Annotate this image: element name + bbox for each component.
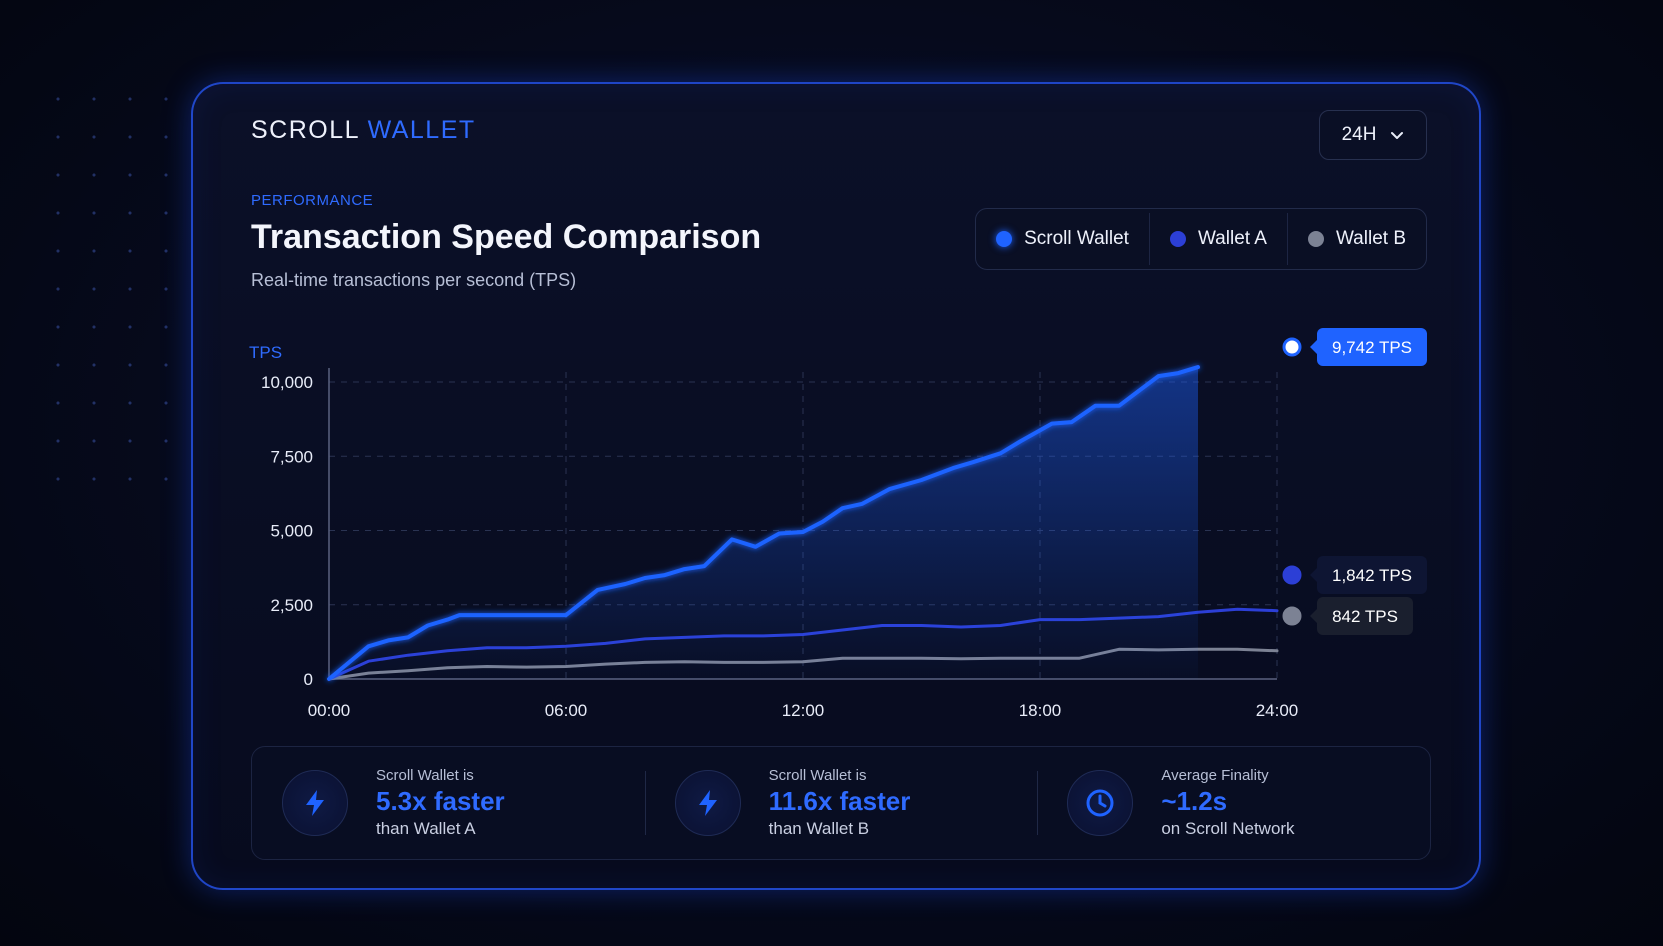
chevron-down-icon <box>1391 132 1404 139</box>
brand-logo: SCROLL WALLET <box>251 116 476 145</box>
value-badge-pointer <box>1310 340 1317 354</box>
stat-value: 5.3x faster <box>376 786 505 816</box>
clock-icon <box>1067 770 1134 836</box>
x-tick-label: 06:00 <box>545 701 588 720</box>
brand-accent: WALLET <box>367 116 476 144</box>
stat-average-finality: Average Finality ~1.2s on Scroll Network <box>1037 747 1430 859</box>
end-point-wallet-b <box>1282 606 1302 626</box>
series-line-scroll-wallet <box>327 365 1200 681</box>
legend-label: Wallet B <box>1335 228 1406 249</box>
decorative-dot-grid <box>40 80 180 500</box>
legend-item-wallet-b[interactable]: Wallet B <box>1288 213 1426 265</box>
stat-vs-wallet-b: Scroll Wallet is 11.6x faster than Walle… <box>644 747 1038 859</box>
x-tick-label: 00:00 <box>308 701 351 720</box>
legend-label: Wallet A <box>1197 228 1267 249</box>
chart-legend: Scroll Wallet Wallet A Wallet B <box>975 208 1427 270</box>
stat-vs-wallet-a: Scroll Wallet is 5.3x faster than Wallet… <box>252 747 645 859</box>
y-tick-label: 7,500 <box>270 447 313 466</box>
time-range-dropdown[interactable]: 24H <box>1319 110 1427 160</box>
value-badge-label-wallet-a: 1,842 TPS <box>1332 566 1412 585</box>
value-badge-wallet-a <box>1317 556 1427 594</box>
legend-dot-wallet-b <box>1307 231 1324 247</box>
lightning-icon <box>674 770 741 836</box>
performance-card: SCROLL WALLET 24H PERFORMANCE Transactio… <box>191 82 1481 890</box>
lightning-icon <box>282 770 348 836</box>
legend-item-wallet-a[interactable]: Wallet A <box>1150 213 1288 265</box>
value-badge-pointer <box>1310 609 1317 623</box>
x-tick-label: 18:00 <box>1019 701 1062 720</box>
end-point-wallet-a <box>1282 565 1302 585</box>
y-tick-label: 2,500 <box>270 596 313 615</box>
page-subtitle: Real-time transactions per second (TPS) <box>251 270 577 290</box>
legend-item-scroll-wallet[interactable]: Scroll Wallet <box>976 213 1150 265</box>
value-badge-scroll-wallet <box>1317 328 1427 366</box>
stat-label: Scroll Wallet is <box>376 767 474 784</box>
y-tick-label: 10,000 <box>261 373 313 392</box>
stat-label: Scroll Wallet is <box>768 767 867 784</box>
value-badge-wallet-b <box>1317 597 1413 635</box>
stat-sub: on Scroll Network <box>1161 819 1295 838</box>
area-fill-scroll-wallet <box>329 367 1198 679</box>
value-badge-pointer <box>1310 568 1317 582</box>
y-tick-label: 0 <box>304 670 313 689</box>
stat-sub: than Wallet B <box>768 819 870 838</box>
value-badge-label-wallet-b: 842 TPS <box>1332 607 1398 626</box>
y-axis-label: TPS <box>249 343 282 362</box>
value-badge-label-scroll-wallet: 9,742 TPS <box>1332 338 1412 357</box>
legend-dot-scroll-wallet <box>996 231 1013 247</box>
stat-value: 11.6x faster <box>768 786 911 816</box>
section-eyebrow: PERFORMANCE <box>251 192 374 209</box>
legend-dot-wallet-a <box>1169 231 1186 247</box>
legend-label: Scroll Wallet <box>1024 228 1129 249</box>
page-title: Transaction Speed Comparison <box>251 218 762 256</box>
stats-panel: Scroll Wallet is 5.3x faster than Wallet… <box>251 746 1431 860</box>
tps-line-chart: TPS 0 2,500 5,000 7,500 10,000 00:00 06:00 12:00… <box>249 328 1427 720</box>
end-point-scroll-wallet <box>1282 337 1302 357</box>
x-tick-label: 24:00 <box>1256 701 1299 720</box>
stat-label: Average Finality <box>1161 767 1269 784</box>
y-tick-label: 5,000 <box>270 522 313 541</box>
x-tick-label: 12:00 <box>782 701 825 720</box>
stat-sub: than Wallet A <box>376 819 476 838</box>
brand-name: SCROLL <box>251 116 360 144</box>
time-range-value: 24H <box>1341 124 1377 145</box>
stat-value: ~1.2s <box>1161 786 1228 816</box>
